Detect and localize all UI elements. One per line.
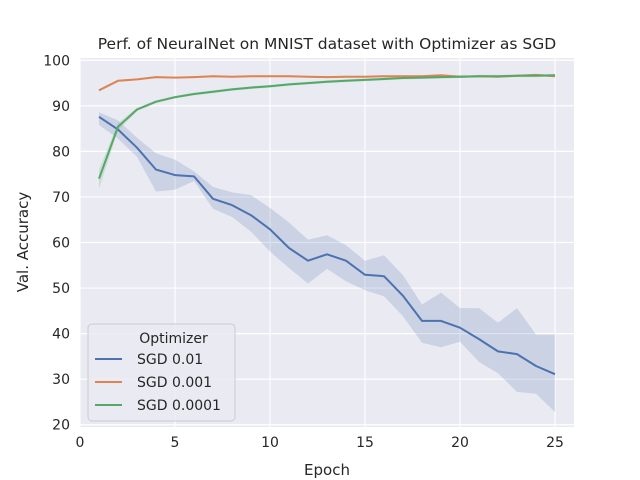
y-tick-label: 20 [52, 418, 70, 434]
legend-title: Optimizer [139, 331, 208, 347]
y-tick-label: 50 [52, 281, 70, 297]
y-tick-labels: 20 30 40 50 60 70 80 90 100 [43, 53, 70, 433]
legend-entry: SGD 0.0001 [137, 398, 221, 414]
series-lines [98, 73, 556, 376]
y-tick-label: 100 [43, 53, 70, 69]
x-tick-labels: 0 5 10 15 20 25 [76, 435, 564, 451]
x-tick-label: 15 [356, 435, 374, 451]
y-tick-label: 90 [52, 99, 70, 115]
y-tick-label: 40 [52, 327, 70, 343]
x-tick-label: 10 [261, 435, 279, 451]
legend-box [87, 323, 236, 422]
x-tick-label: 25 [546, 435, 564, 451]
chart-title: Perf. of NeuralNet on MNIST dataset with… [98, 35, 557, 53]
line-sgd-0-0001 [98, 74, 556, 180]
y-tick-label: 70 [52, 190, 70, 206]
x-tick-label: 20 [451, 435, 469, 451]
legend-entry: SGD 0.01 [137, 352, 203, 368]
x-tick-label: 0 [76, 435, 85, 451]
x-axis-label: Epoch [304, 461, 350, 479]
x-tick-label: 5 [171, 435, 180, 451]
y-axis-label: Val. Accuracy [14, 192, 32, 293]
y-tick-label: 30 [52, 372, 70, 388]
band-sgd-0-01 [99, 112, 555, 412]
legend-entry: SGD 0.001 [137, 375, 212, 391]
legend: Optimizer SGD 0.01 SGD 0.001 SGD 0.0001 [87, 323, 236, 422]
y-tick-label: 80 [52, 144, 70, 160]
line-sgd-0-01 [98, 115, 556, 376]
y-tick-label: 60 [52, 236, 70, 252]
